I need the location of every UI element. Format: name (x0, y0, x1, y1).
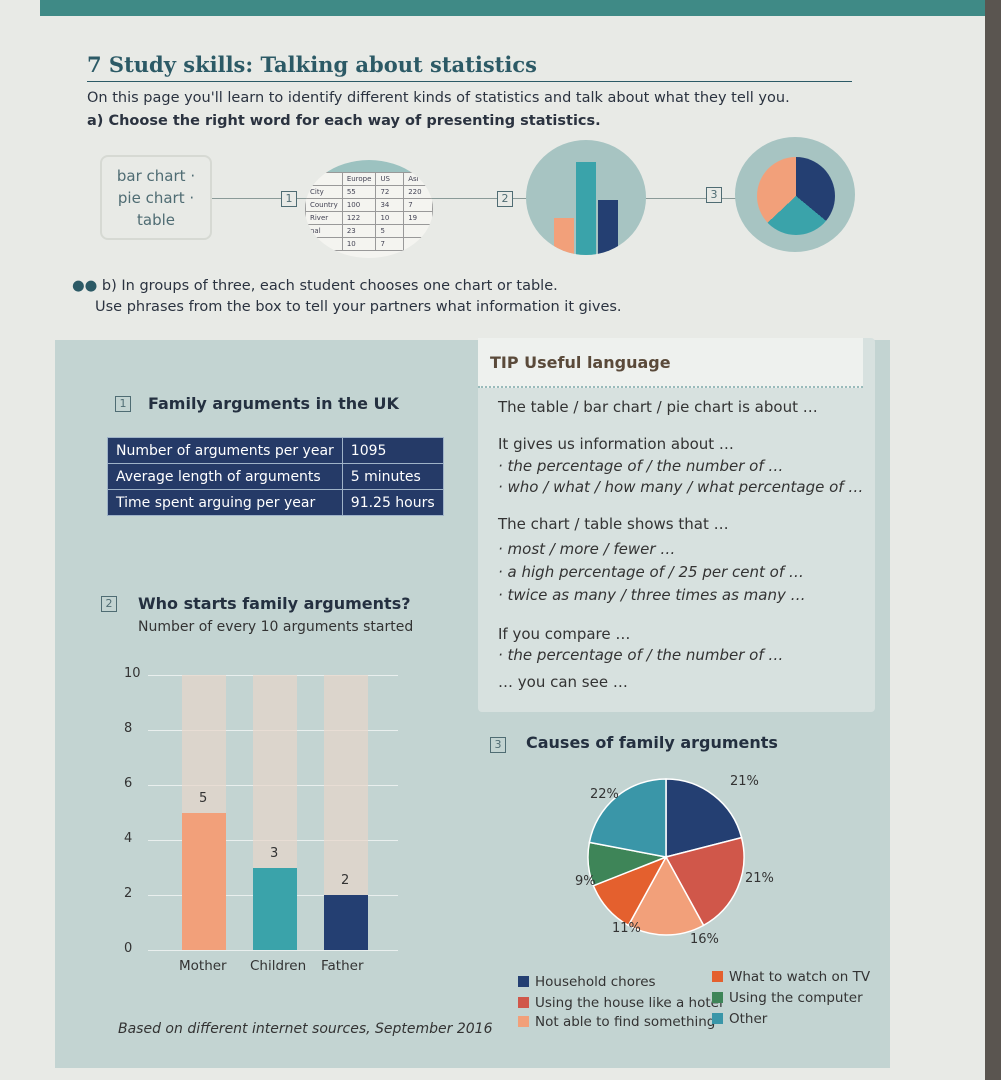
mini-table: Europe US Asi City 55 72 220 Country 100 34 7 River… (305, 172, 433, 251)
pie-slice (665, 778, 743, 858)
y-tick-label: 0 (124, 941, 133, 956)
mini-table-row: City 55 72 220 (305, 185, 433, 199)
page-title: 7 Study skills: Talking about statistics (87, 52, 852, 82)
pie-slice (664, 836, 745, 927)
legend-item: Household chores (518, 974, 656, 990)
pie-chart-thumbnail (735, 137, 855, 252)
legend-label: Other (729, 1011, 768, 1027)
y-tick-label: 2 (124, 886, 133, 901)
section-2-heading: Who starts family arguments? (138, 594, 411, 613)
legend-label: Using the computer (729, 990, 863, 1006)
marker-2: 2 (497, 191, 513, 207)
tip-phrase: · who / what / how many / what percentag… (498, 478, 864, 496)
legend-swatch (518, 1016, 529, 1027)
legend-swatch (712, 1013, 723, 1024)
x-tick-label: Mother (179, 958, 227, 974)
bar-chart-thumbnail (526, 140, 646, 255)
tip-phrase: · a high percentage of / 25 per cent of … (498, 563, 804, 581)
legend-swatch (712, 971, 723, 982)
y-tick-label: 4 (124, 831, 133, 846)
bar-mother (182, 812, 226, 950)
table-thumbnail: Europe US Asi City 55 72 220 Country 100 34 7 River… (305, 160, 433, 258)
legend-label: What to watch on TV (729, 969, 871, 985)
legend-swatch (712, 992, 723, 1003)
option-pie-chart: pie chart · (117, 189, 195, 207)
tip-phrase: If you compare … (498, 625, 631, 643)
legend-swatch (518, 976, 529, 987)
section-1-number: 1 (115, 396, 131, 412)
tip-phrase: … you can see … (498, 673, 628, 691)
table-row: Time spent arguing per year 91.25 hours (107, 489, 444, 516)
bar-father (324, 895, 368, 950)
bar-data-label: 2 (341, 873, 350, 888)
gridline (148, 950, 398, 951)
legend-item: Not able to find something (518, 1014, 715, 1030)
tip-phrase: The chart / table shows that … (498, 515, 729, 533)
table-row: Number of arguments per year 1095 (107, 437, 444, 464)
section-3-number: 3 (490, 737, 506, 753)
section-2-number: 2 (101, 596, 117, 612)
option-bar-chart: bar chart · (116, 167, 196, 185)
top-band (40, 0, 985, 16)
mini-table-row: Europe US Asi (305, 172, 433, 186)
bar-data-label: 5 (199, 790, 208, 806)
tip-phrase: · most / more / fewer … (498, 540, 676, 558)
family-arguments-table: Number of arguments per year 1095 Average… (107, 437, 444, 516)
tip-phrase: It gives us information about … (498, 435, 734, 453)
pie-slice-label: 22% (590, 787, 619, 802)
bar-data-label: 3 (270, 845, 279, 861)
tip-header: TIP Useful language (478, 338, 863, 388)
section-1-heading: Family arguments in the UK (148, 394, 399, 413)
mini-table-row: River 122 10 19 (305, 211, 433, 225)
group-icon: ●● (72, 278, 102, 294)
legend-swatch (518, 997, 529, 1008)
y-tick-label: 10 (124, 666, 141, 681)
task-b-line2: Use phrases from the box to tell your pa… (95, 299, 622, 315)
legend-item: Other (712, 1011, 767, 1027)
y-tick-label: 6 (124, 776, 133, 791)
intro-text: On this page you'll learn to identify di… (87, 90, 790, 106)
x-tick-label: Children (250, 958, 307, 974)
legend-item: Using the house like a hotel (518, 995, 723, 1011)
pie-slice-label: 21% (745, 871, 774, 886)
tip-box (478, 338, 875, 712)
tip-heading: TIP Useful language (490, 353, 671, 372)
marker-3: 3 (706, 187, 722, 203)
mini-table-row: 10 7 (305, 237, 433, 251)
task-a: a) Choose the right word for each way of… (87, 113, 601, 129)
pie-slice (588, 778, 667, 858)
connector-line (212, 198, 752, 199)
tip-phrase: · twice as many / three times as many … (498, 586, 806, 604)
legend-label: Household chores (535, 974, 656, 990)
legend-item: Using the computer (712, 990, 863, 1006)
option-table: table (137, 211, 175, 229)
tip-phrase: · the percentage of / the number of … (498, 457, 784, 475)
bar-children (253, 867, 297, 950)
task-b: ●● b) In groups of three, each student c… (72, 278, 558, 294)
legend-label: Using the house like a hotel (535, 995, 723, 1011)
marker-1: 1 (281, 191, 297, 207)
legend-item: What to watch on TV (712, 969, 870, 985)
pie-slice-label: 21% (730, 774, 759, 789)
legend-label: Not able to find something (535, 1014, 716, 1030)
mini-table-row: nal 23 5 (305, 224, 433, 238)
pie-slice-label: 11% (612, 921, 641, 936)
table-row: Average length of arguments 5 minutes (107, 463, 444, 490)
mini-table-row: Country 100 34 7 (305, 198, 433, 212)
pie-slice (627, 855, 705, 936)
y-tick-label: 8 (124, 721, 133, 736)
tip-phrase: The table / bar chart / pie chart is abo… (498, 398, 818, 416)
source-note: Based on different internet sources, Sep… (118, 1021, 493, 1037)
word-options-box: bar chart · pie chart · table (100, 155, 212, 240)
section-3-heading: Causes of family arguments (526, 733, 778, 752)
pie-slice-label: 16% (690, 932, 719, 947)
tip-phrase: · the percentage of / the number of … (498, 646, 784, 664)
pie-chart: 21% 21% 16% 11% 9% 22% (575, 774, 774, 947)
x-tick-label: Father (321, 958, 364, 974)
pie-slice-label: 9% (575, 874, 596, 889)
bar-chart-subtitle: Number of every 10 arguments started (138, 619, 414, 635)
